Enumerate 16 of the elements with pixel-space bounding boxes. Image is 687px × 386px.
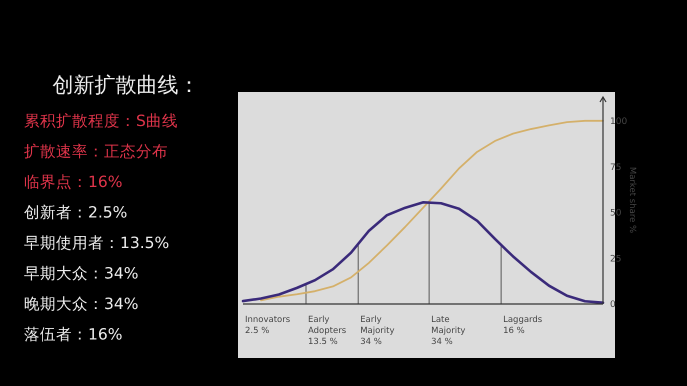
text: 晚期大众：34% [24,295,138,313]
text: Late Majority 34 % [431,315,466,347]
text: 累积扩散程度：S曲线 [24,112,178,130]
text: Innovators 2.5 % [245,315,291,336]
text: 临界点：16% [24,173,122,191]
text: 落伍者：16% [24,326,122,344]
text: 早期大众：34% [24,264,138,282]
text: 扩散速率：正态分布 [24,142,168,160]
text: 创新者：2.5% [24,204,128,222]
text: Early Majority 34 % [360,315,395,347]
line-series [260,120,604,302]
text: Early Adopters 13.5 % [308,315,347,347]
y-axis-title: Market share % [627,166,637,234]
text: 早期使用者：13.5% [24,234,170,252]
text: Laggards 16 % [503,315,543,336]
chart-title: 创新扩散曲线： [52,73,200,97]
